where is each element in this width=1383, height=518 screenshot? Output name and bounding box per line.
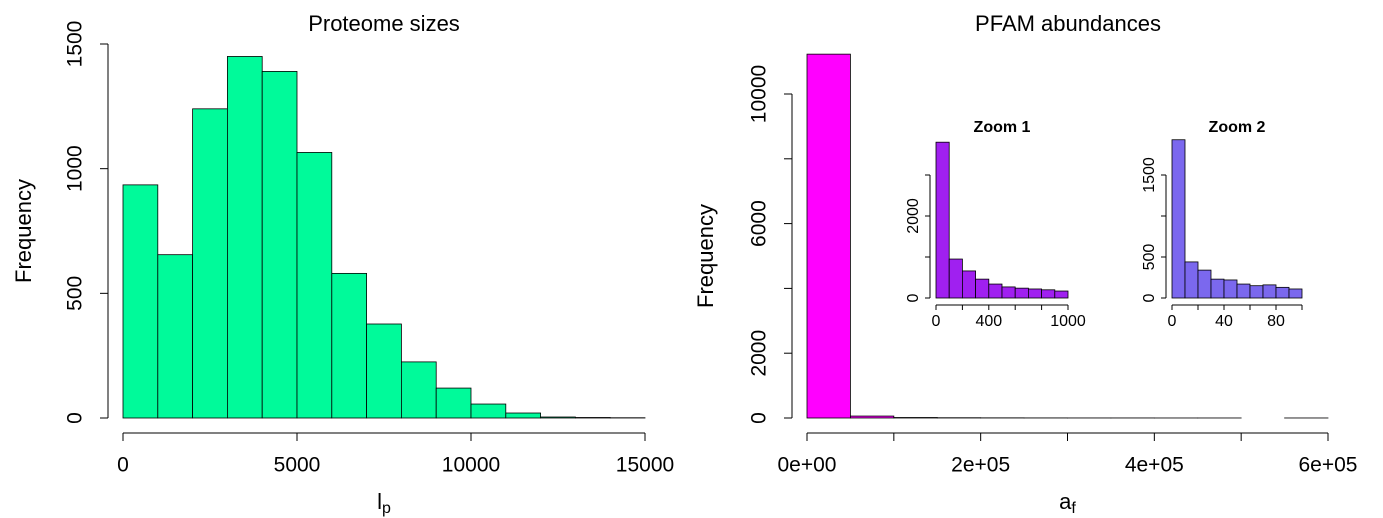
chart-title: PFAM abundances [975, 11, 1161, 36]
bar [192, 108, 228, 419]
bar [157, 254, 194, 419]
y-tick-label: 2000 [905, 198, 922, 234]
bar [1288, 288, 1303, 299]
bar [1171, 139, 1186, 299]
bar [366, 323, 402, 419]
bar [1028, 288, 1043, 299]
y-axis-label: Frequency [11, 179, 36, 283]
bar [1223, 279, 1238, 299]
chart-title: Zoom 1 [974, 119, 1031, 136]
x-axis-label-main: a [1059, 489, 1072, 514]
x-tick-label: 15000 [616, 454, 674, 477]
bar [1210, 278, 1225, 299]
bar [988, 283, 1003, 299]
bar [806, 53, 851, 419]
y-tick-label: 1500 [64, 21, 87, 68]
bar [975, 278, 990, 299]
y-tick-label: 1500 [1141, 157, 1158, 193]
x-tick-label: 2e+05 [951, 454, 1010, 477]
x-tick-label: 80 [1267, 313, 1285, 330]
x-tick-label: 1000 [1050, 313, 1086, 330]
x-tick-label: 0e+00 [778, 454, 837, 477]
bar [1054, 290, 1069, 299]
bar [261, 71, 298, 419]
bar [505, 412, 541, 419]
y-tick-label: 0 [1141, 293, 1158, 302]
x-tick-label: 0 [117, 454, 129, 477]
y-tick-label: 0 [748, 412, 771, 424]
y-tick-label: 2000 [748, 330, 771, 377]
y-tick-label: 500 [1141, 244, 1158, 271]
chart-title: Proteome sizes [308, 11, 460, 36]
chart-title: Zoom 2 [1209, 119, 1266, 136]
bar [850, 415, 895, 419]
bar [296, 152, 333, 419]
x-axis-label-main: l [377, 489, 382, 514]
y-tick-label: 500 [64, 276, 87, 311]
bar [1262, 284, 1277, 299]
bar [1184, 261, 1199, 299]
bar [226, 56, 263, 419]
x-axis-label-sub: f [1071, 500, 1076, 517]
x-tick-label: 4e+05 [1125, 454, 1184, 477]
x-axis-label-sub: p [382, 500, 391, 517]
x-axis-label: af [1059, 489, 1076, 517]
x-tick-label: 6e+05 [1299, 454, 1358, 477]
x-tick-label: 10000 [442, 454, 500, 477]
bar [948, 258, 963, 299]
bar [1275, 286, 1290, 299]
x-tick-label: 400 [975, 313, 1002, 330]
bar [435, 387, 472, 419]
bar [1041, 289, 1056, 299]
bar [1197, 269, 1212, 299]
bar [935, 141, 950, 299]
bar [1014, 287, 1029, 299]
x-tick-label: 40 [1215, 313, 1233, 330]
bar [400, 361, 437, 419]
y-tick-label: 1000 [64, 145, 87, 192]
bar [331, 272, 367, 419]
bar [1236, 283, 1251, 299]
y-axis-label: Frequency [693, 204, 718, 308]
bar [122, 184, 159, 419]
bar [962, 270, 977, 299]
y-tick-label: 0 [64, 412, 87, 424]
y-tick-label: 0 [905, 293, 922, 302]
bar [1249, 285, 1264, 299]
y-tick-label: 10000 [748, 65, 771, 123]
x-axis-label: lp [377, 489, 391, 517]
bar [470, 403, 507, 419]
x-tick-label: 0 [1168, 313, 1177, 330]
x-tick-label: 5000 [274, 454, 321, 477]
bar [1001, 286, 1016, 299]
bar [540, 416, 576, 419]
y-tick-label: 6000 [748, 200, 771, 247]
x-tick-label: 0 [932, 313, 941, 330]
